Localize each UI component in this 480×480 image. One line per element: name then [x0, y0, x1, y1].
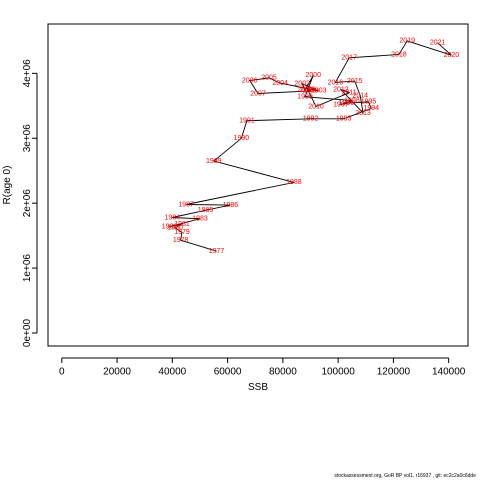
point-label-1981: 1981 — [174, 221, 190, 228]
point-label-2003: 2003 — [311, 88, 327, 95]
point-label-1987: 1987 — [178, 201, 194, 208]
point-label-1993: 1993 — [336, 116, 352, 123]
point-label-1979: 1979 — [174, 229, 190, 236]
point-label-1982: 1982 — [162, 223, 178, 230]
x-tick-label: 20000 — [103, 366, 131, 377]
point-label-2006: 2006 — [242, 77, 258, 84]
point-label-2013: 2013 — [355, 110, 371, 117]
point-label-1996: 1996 — [339, 100, 355, 107]
point-label-2014: 2014 — [352, 92, 368, 99]
x-tick-label: 100000 — [321, 366, 355, 377]
point-label-2002: 2002 — [294, 81, 310, 88]
point-label-1986: 1986 — [223, 202, 239, 209]
point-label-1985: 1985 — [198, 207, 214, 214]
x-axis: 0 20000 40000 60000 80000 100000 120000 140000 — [59, 357, 466, 377]
point-label-2012: 2012 — [333, 86, 349, 93]
point-label-2007: 2007 — [250, 90, 266, 97]
point-label-2017: 2017 — [341, 55, 357, 62]
point-label-2001: 2001 — [297, 87, 313, 94]
x-tick-label: 40000 — [158, 366, 186, 377]
y-tick-label: 2e+06 — [22, 189, 33, 218]
point-label-2011: 2011 — [342, 90, 357, 97]
point-label-1997: 1997 — [333, 101, 349, 108]
point-label-1978: 1978 — [173, 237, 189, 244]
point-label-2020: 2020 — [444, 52, 460, 59]
x-tick-label: 0 — [59, 366, 65, 377]
point-label-1990: 1990 — [234, 135, 250, 142]
y-axis: 0e+00 1e+06 2e+06 3e+06 4e+06 — [22, 59, 38, 348]
point-label-1984: 1984 — [165, 214, 181, 221]
plot-area-frame — [47, 23, 469, 347]
point-label-1992: 1992 — [303, 116, 319, 123]
point-label-1994: 1994 — [364, 105, 380, 112]
x-axis-title: SSB — [248, 382, 268, 393]
point-label-1977: 1977 — [209, 248, 225, 255]
y-tick-label: 4e+06 — [22, 59, 33, 88]
point-label-2018: 2018 — [391, 51, 407, 58]
y-tick-label: 0e+00 — [22, 319, 33, 348]
point-label-2010: 2010 — [308, 103, 324, 110]
point-label-2019: 2019 — [399, 38, 415, 45]
point-label-1983: 1983 — [192, 216, 208, 223]
point-label-1980: 1980 — [167, 225, 183, 232]
y-axis-title: R(age 0) — [2, 166, 13, 205]
point-label-1991: 1991 — [239, 118, 255, 125]
x-tick-label: 120000 — [377, 366, 411, 377]
point-label-2021: 2021 — [430, 40, 446, 47]
point-label-1999: 1999 — [297, 94, 313, 101]
point-label-1988: 1988 — [286, 179, 302, 186]
footer-credit: stockassessment.org, GoR BP vol1, r16937… — [334, 473, 476, 479]
point-label-2005: 2005 — [261, 75, 277, 82]
x-tick-label: 140000 — [432, 366, 466, 377]
series-path-group — [169, 40, 452, 252]
point-label-2004: 2004 — [272, 80, 288, 87]
x-tick-label: 60000 — [214, 366, 242, 377]
point-label-2000: 2000 — [305, 72, 321, 79]
y-tick-label: 1e+06 — [22, 254, 33, 283]
point-label-1989: 1989 — [206, 158, 222, 165]
point-label-1998: 1998 — [344, 97, 360, 104]
point-label-2008: 2008 — [303, 88, 319, 95]
y-tick-label: 3e+06 — [22, 124, 33, 153]
point-label-2015: 2015 — [347, 78, 363, 85]
point-label-2009: 2009 — [300, 86, 316, 93]
point-label-1995: 1995 — [361, 99, 377, 106]
point-label-2016: 2016 — [328, 79, 344, 86]
x-tick-label: 80000 — [269, 366, 297, 377]
stock-recruitment-path — [169, 40, 452, 252]
